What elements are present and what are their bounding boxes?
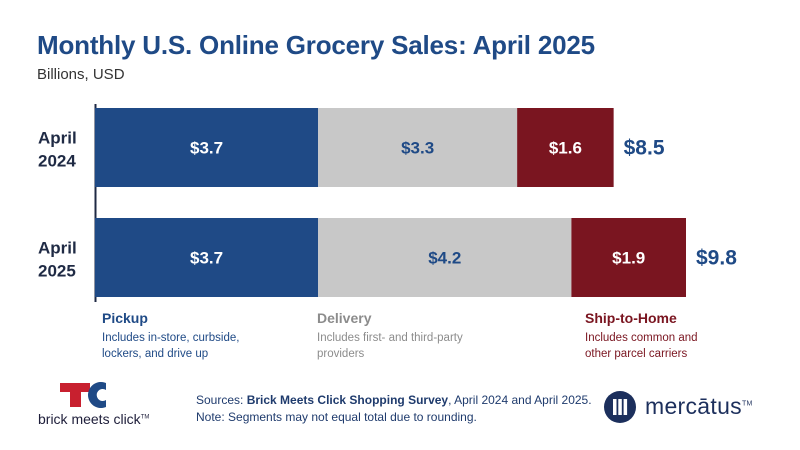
data-label: $4.2 bbox=[428, 249, 461, 268]
data-label: $3.7 bbox=[190, 139, 223, 158]
mercatus-wordmark: mercātusTM bbox=[645, 393, 753, 419]
legend-delivery-description: Includes first- and third-party provider… bbox=[317, 332, 463, 360]
bar-segment bbox=[95, 108, 319, 187]
legend-delivery-heading: Delivery bbox=[317, 310, 372, 326]
stacked-bar-chart: April 2024 $3.7 $3.3 $1.6 $8.5 April 2025 $3.7 $4… bbox=[38, 104, 737, 302]
data-label: $3.7 bbox=[190, 249, 223, 268]
bar-segment bbox=[571, 218, 686, 297]
bar-segment bbox=[517, 108, 614, 187]
note-line: Note: Segments may not equal total due t… bbox=[196, 410, 477, 424]
total-label: $9.8 bbox=[696, 247, 737, 270]
brick-meets-click-logo: brick meets clickTM bbox=[38, 381, 178, 431]
brick-meets-click-wordmark: brick meets clickTM bbox=[38, 411, 150, 427]
chart-title: Monthly U.S. Online Grocery Sales: April… bbox=[37, 30, 595, 60]
legend-ship-to-home: Ship-to-Home Includes common and other p… bbox=[585, 310, 715, 362]
legend-ship-heading: Ship-to-Home bbox=[585, 310, 677, 326]
legend-delivery: Delivery Includes first- and third-party… bbox=[317, 310, 467, 362]
legend-pickup-description: Includes in-store, curbside, lockers, an… bbox=[102, 332, 240, 360]
total-label: $8.5 bbox=[624, 137, 665, 160]
chart-subtitle: Billions, USD bbox=[37, 66, 125, 83]
category-label: April 2024 bbox=[38, 129, 77, 171]
data-label: $1.6 bbox=[549, 139, 582, 158]
bar-segment bbox=[95, 218, 319, 297]
bar-segment bbox=[318, 218, 572, 297]
data-label: $3.3 bbox=[401, 139, 434, 158]
legend-pickup-heading: Pickup bbox=[102, 310, 148, 326]
sources-note: Sources: Brick Meets Click Shopping Surv… bbox=[196, 392, 592, 426]
category-label: April 2025 bbox=[38, 239, 77, 281]
mercatus-logo: mercātusTM bbox=[603, 390, 773, 426]
data-label: $1.9 bbox=[612, 249, 645, 268]
mercatus-mark-icon bbox=[604, 391, 636, 423]
sources-line: Sources: Brick Meets Click Shopping Surv… bbox=[196, 393, 592, 407]
brick-meets-click-mark-icon bbox=[60, 382, 106, 408]
legend-pickup: Pickup Includes in-store, curbside, lock… bbox=[102, 310, 262, 362]
bar-segment bbox=[318, 108, 518, 187]
legend-ship-description: Includes common and other parcel carrier… bbox=[585, 332, 698, 360]
